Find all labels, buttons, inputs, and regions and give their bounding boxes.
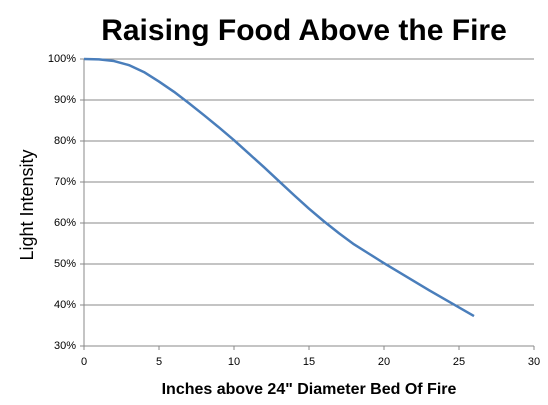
y-tick-label: 30%	[54, 340, 76, 352]
y-tick-label: 100%	[48, 53, 76, 65]
x-tick-label: 0	[81, 356, 87, 368]
y-tick-label: 50%	[54, 258, 76, 270]
chart-title: Raising Food Above the Fire	[101, 14, 507, 47]
y-tick-label: 40%	[54, 299, 76, 311]
x-tick-label: 20	[378, 356, 390, 368]
x-axis-label: Inches above 24" Diameter Bed Of Fire	[162, 381, 457, 398]
x-tick-label: 15	[303, 356, 315, 368]
y-tick-label: 80%	[54, 135, 76, 147]
y-tick-label: 90%	[54, 94, 76, 106]
line-series	[83, 57, 475, 318]
y-tick-label: 60%	[54, 217, 76, 229]
y-axis-label: Light Intensity	[17, 149, 37, 260]
x-tick-label: 25	[453, 356, 465, 368]
x-tick-label: 30	[528, 356, 540, 368]
x-tick-label: 5	[156, 356, 162, 368]
y-tick-label: 70%	[54, 176, 76, 188]
x-tick-label: 10	[228, 356, 240, 368]
